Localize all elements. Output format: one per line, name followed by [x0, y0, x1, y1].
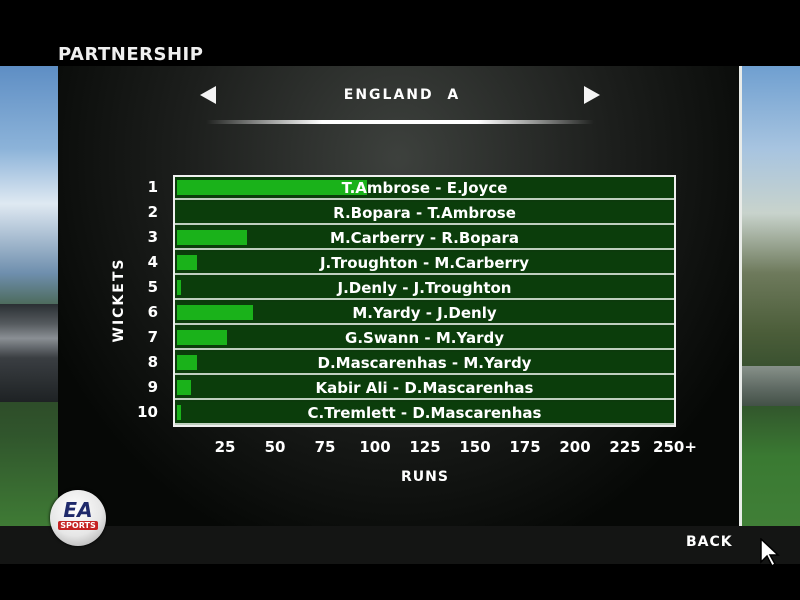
x-axis-tick-label: 175 [509, 438, 541, 456]
partnership-row: C.Tremlett - D.Mascarenhas [175, 402, 674, 425]
grandstand [742, 366, 800, 406]
page-title: PARTNERSHIP [58, 44, 204, 65]
team-selector: ENGLAND A [198, 84, 606, 108]
partnership-pair-label: G.Swann - M.Yardy [345, 329, 504, 347]
stadium-background-left [0, 66, 58, 526]
partnership-row: M.Yardy - J.Denly [175, 302, 674, 325]
partnership-row: T.Ambrose - E.Joyce [175, 177, 674, 200]
partnership-pair-label: R.Bopara - T.Ambrose [333, 204, 516, 222]
wicket-number: 9 [147, 378, 158, 396]
partnership-row: R.Bopara - T.Ambrose [175, 202, 674, 225]
footer-bar [0, 526, 800, 564]
grandstand [0, 304, 58, 402]
partnership-pair-label: J.Troughton - M.Carberry [319, 254, 530, 272]
logo-sports-text: SPORTS [58, 521, 98, 530]
partnership-pair-label: C.Tremlett - D.Mascarenhas [307, 404, 542, 422]
partnership-bar [177, 180, 367, 195]
x-axis-label: RUNS [401, 469, 449, 485]
team-underline [206, 120, 594, 124]
wicket-number: 3 [147, 228, 158, 246]
partnership-pair-label: T.Ambrose - E.Joyce [341, 179, 508, 197]
wicket-number: 5 [147, 278, 158, 296]
partnership-pair-label: M.Carberry - R.Bopara [330, 229, 519, 247]
x-axis-tick-label: 50 [264, 438, 286, 456]
x-axis-tick-label: 225 [609, 438, 641, 456]
logo-ea-text: EA [63, 498, 93, 522]
ea-sports-logo: EA SPORTS [50, 490, 106, 546]
stadium-background-right [742, 66, 800, 526]
partnership-bar [177, 255, 197, 270]
previous-team-arrow-icon[interactable] [200, 86, 216, 104]
partnership-pair-label: M.Yardy - J.Denly [352, 304, 497, 322]
wicket-number: 2 [147, 203, 158, 221]
x-axis-tick-label: 75 [314, 438, 336, 456]
wicket-number: 4 [147, 253, 158, 271]
wicket-number: 10 [137, 403, 158, 421]
x-axis-tick-label: 125 [409, 438, 441, 456]
partnership-row: J.Troughton - M.Carberry [175, 252, 674, 275]
partnership-row: J.Denly - J.Troughton [175, 277, 674, 300]
x-axis-tick-label: 200 [559, 438, 591, 456]
next-team-arrow-icon[interactable] [584, 86, 600, 104]
x-axis-tick-label: 250+ [653, 438, 697, 456]
wicket-number: 6 [147, 303, 158, 321]
x-axis-tick-label: 100 [359, 438, 391, 456]
partnership-row: M.Carberry - R.Bopara [175, 227, 674, 250]
partnership-bar [177, 330, 227, 345]
partnership-row: D.Mascarenhas - M.Yardy [175, 352, 674, 375]
x-axis-tick-label: 150 [459, 438, 491, 456]
partnership-row: Kabir Ali - D.Mascarenhas [175, 377, 674, 400]
wicket-number: 1 [147, 178, 158, 196]
mouse-cursor-icon [760, 538, 780, 568]
partnership-bar [177, 405, 181, 420]
partnership-pair-label: D.Mascarenhas - M.Yardy [317, 354, 532, 372]
partnership-bar [177, 355, 197, 370]
partnership-chart: T.Ambrose - E.Joyce R.Bopara - T.Ambrose M… [173, 175, 676, 427]
partnership-bar [177, 230, 247, 245]
partnership-row: G.Swann - M.Yardy [175, 327, 674, 350]
wicket-number: 7 [147, 328, 158, 346]
y-axis-label: WICKETS [111, 257, 127, 343]
partnership-bar [177, 305, 253, 320]
wicket-number: 8 [147, 353, 158, 371]
back-button[interactable]: BACK [686, 534, 733, 550]
partnership-bar [177, 380, 191, 395]
x-axis-tick-label: 25 [214, 438, 236, 456]
team-name: ENGLAND A [343, 87, 461, 103]
partnership-bar [177, 280, 181, 295]
partnership-pair-label: J.Denly - J.Troughton [337, 279, 512, 297]
partnership-pair-label: Kabir Ali - D.Mascarenhas [315, 379, 534, 397]
